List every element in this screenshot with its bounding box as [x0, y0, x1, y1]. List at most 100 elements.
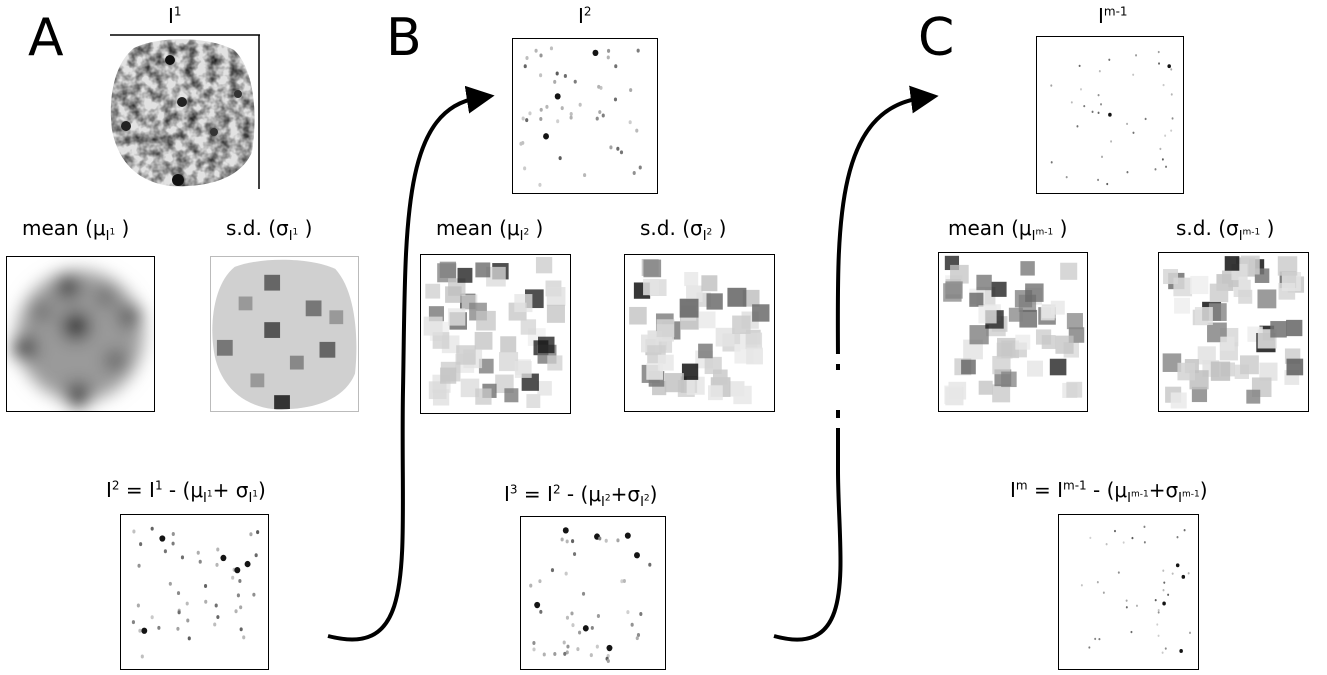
spot — [1162, 83, 1165, 87]
spot — [616, 538, 620, 543]
spot — [256, 530, 260, 535]
spot — [560, 537, 564, 542]
square-patch — [1270, 321, 1287, 338]
square-patch — [684, 272, 699, 287]
spot — [1130, 630, 1133, 634]
spot — [1106, 182, 1109, 186]
spot — [648, 562, 652, 567]
square-patch — [643, 278, 660, 296]
spot — [558, 156, 562, 161]
spot — [563, 73, 567, 78]
spot — [1101, 155, 1103, 159]
spot — [1170, 129, 1173, 132]
spot — [564, 571, 568, 576]
square-patch — [664, 373, 684, 393]
spot — [236, 593, 240, 598]
square-patch — [535, 257, 553, 274]
spot — [1088, 646, 1091, 649]
square-patch — [520, 319, 537, 335]
spot — [1161, 158, 1164, 161]
spot — [571, 623, 575, 628]
square-patch — [679, 298, 699, 318]
square-patch — [656, 319, 675, 338]
square-patch — [457, 267, 473, 283]
spot — [1164, 647, 1167, 650]
spot — [555, 71, 559, 76]
square-patch — [1210, 361, 1231, 381]
spot — [1091, 110, 1094, 114]
spot — [1096, 581, 1099, 584]
sd-label-b: s.d. (σI2 ) — [640, 216, 727, 244]
square-patch — [707, 385, 723, 401]
spot — [616, 146, 620, 151]
input-image-b — [512, 38, 658, 194]
sd-label-c: s.d. (σIm-1 ) — [1176, 216, 1275, 244]
spot — [1162, 569, 1165, 572]
spot — [238, 578, 242, 583]
spot — [636, 48, 640, 53]
square-patch — [945, 281, 963, 299]
spot — [1135, 54, 1138, 57]
spot — [590, 625, 594, 630]
square-patch — [715, 327, 735, 347]
spot — [573, 79, 577, 84]
spot — [198, 559, 202, 564]
spot — [1076, 125, 1079, 128]
spot — [177, 610, 181, 615]
spot — [1164, 134, 1167, 137]
square-patch — [1240, 355, 1259, 375]
square-patch — [504, 388, 519, 403]
square-patch — [445, 286, 462, 303]
spot — [196, 550, 200, 555]
square-patch — [992, 355, 1011, 375]
spot — [140, 654, 144, 659]
spot — [565, 539, 569, 544]
spot — [565, 615, 570, 620]
spot — [1110, 140, 1113, 143]
square-patch — [1066, 313, 1083, 330]
spot — [234, 566, 241, 574]
square-patch — [425, 283, 441, 299]
spot — [560, 106, 564, 111]
spot — [606, 658, 610, 663]
square-patch — [486, 266, 506, 287]
spot — [578, 102, 582, 107]
spot — [1170, 93, 1173, 96]
square-patch — [1194, 307, 1213, 325]
square-patch — [538, 336, 555, 354]
input-image-a — [108, 34, 260, 189]
spot — [1132, 131, 1135, 134]
square-patch — [547, 355, 563, 371]
spot — [538, 579, 542, 584]
square-patch — [546, 304, 565, 323]
spot — [523, 64, 527, 69]
sd-label-a: s.d. (σI1 ) — [226, 216, 313, 244]
spot — [581, 591, 586, 596]
square-patch — [499, 352, 519, 372]
spot — [150, 526, 154, 531]
square-patch — [629, 306, 647, 325]
spot — [252, 592, 256, 597]
spot — [570, 611, 574, 616]
residual-image-c — [1058, 514, 1199, 670]
equation-c: Im = Im-1 - (μIm-1+σIm-1) — [1010, 478, 1208, 506]
spot — [239, 627, 243, 632]
mean-label-b: mean (μI2 ) — [436, 216, 544, 244]
spot — [1157, 634, 1160, 637]
spot — [244, 560, 251, 568]
spot — [597, 84, 601, 89]
square-patch — [686, 285, 703, 303]
spot — [609, 145, 613, 150]
square-patch — [1163, 269, 1179, 285]
spot — [634, 552, 640, 559]
square-patch — [698, 343, 713, 359]
square-patch — [1162, 353, 1182, 372]
square-patch — [1208, 303, 1227, 321]
square-patch — [1025, 283, 1044, 302]
spot — [529, 583, 533, 588]
spot — [186, 618, 190, 623]
residual-image-a — [120, 514, 269, 670]
mean-image-b — [420, 254, 571, 414]
spot — [582, 625, 589, 632]
spot — [539, 73, 543, 78]
